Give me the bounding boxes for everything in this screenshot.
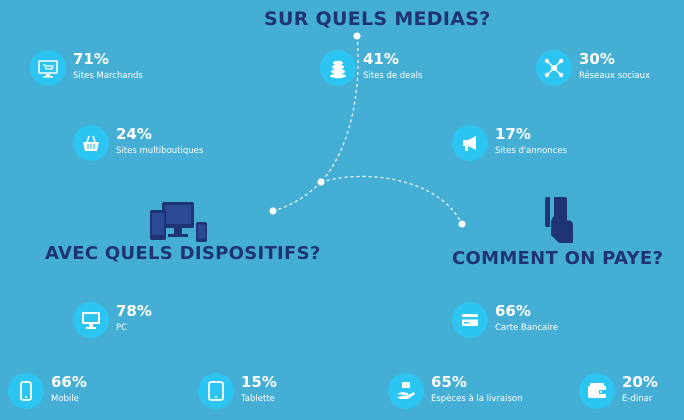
stat-percent: 66% xyxy=(495,302,531,320)
stat-label: Sites d'annonces xyxy=(495,146,568,156)
network-icon xyxy=(536,50,572,86)
connector-center-to-payment xyxy=(320,175,463,225)
stat-percent: 66% xyxy=(51,373,87,391)
stat-label: Réseaux sociaux xyxy=(579,71,651,81)
connector-dot-right xyxy=(458,220,466,228)
connector-dot-left xyxy=(269,207,277,215)
connector-dot-top xyxy=(353,32,361,40)
desktop-icon xyxy=(73,302,109,338)
wallet-icon xyxy=(579,373,615,409)
stat-sites-de-deals: 41% Sites de deals xyxy=(320,50,422,86)
stat-mobile: 66% Mobile xyxy=(8,373,87,409)
smartphone-icon xyxy=(8,373,44,409)
stat-especes-livraison: 65% Espèces à la livraison xyxy=(388,373,522,409)
stat-tablette: 15% Tablette xyxy=(198,373,277,409)
basket-icon xyxy=(73,125,109,161)
stat-label: Carte Bancaire xyxy=(495,323,559,333)
stat-label: Mobile xyxy=(51,394,79,404)
stat-label: Sites multiboutiques xyxy=(116,146,204,156)
connector-center-to-devices xyxy=(272,181,322,212)
stat-percent: 24% xyxy=(116,125,152,143)
stat-label: Sites Marchands xyxy=(73,71,143,81)
cash-hand-icon xyxy=(388,373,424,409)
card-icon xyxy=(452,302,488,338)
stat-label: Tablette xyxy=(241,394,275,404)
stat-label: PC xyxy=(116,323,128,333)
stat-percent: 15% xyxy=(241,373,277,391)
stat-label: Sites de deals xyxy=(363,71,423,81)
stat-percent: 65% xyxy=(431,373,467,391)
heading-medias: SUR QUELS MEDIAS? xyxy=(264,8,491,30)
stat-percent: 78% xyxy=(116,302,152,320)
coin-stack-icon xyxy=(320,50,356,86)
heading-payment: COMMENT ON PAYE? xyxy=(452,248,664,269)
heading-devices: AVEC QUELS DISPOSITIFS? xyxy=(45,243,321,264)
stat-sites-marchands: 71% Sites Marchands xyxy=(30,50,143,86)
stat-sites-annonces: 17% Sites d'annonces xyxy=(452,125,567,161)
stat-sites-multiboutiques: 24% Sites multiboutiques xyxy=(73,125,203,161)
megaphone-icon xyxy=(452,125,488,161)
stat-percent: 41% xyxy=(363,50,399,68)
devices-illustration-icon xyxy=(150,202,207,242)
stat-percent: 17% xyxy=(495,125,531,143)
connector-medias-to-center xyxy=(320,35,359,183)
stat-percent: 20% xyxy=(622,373,658,391)
card-hand-illustration-icon xyxy=(545,197,573,243)
connector-dot-center xyxy=(317,178,325,186)
shop-screen-icon xyxy=(30,50,66,86)
stat-label: E-dinar xyxy=(622,394,653,404)
stat-carte-bancaire: 66% Carte Bancaire xyxy=(452,302,558,338)
stat-label: Espèces à la livraison xyxy=(431,394,523,404)
stat-percent: 71% xyxy=(73,50,109,68)
stat-e-dinar: 20% E-dinar xyxy=(579,373,658,409)
stat-percent: 30% xyxy=(579,50,615,68)
stat-pc: 78% PC xyxy=(73,302,152,338)
tablet-icon xyxy=(198,373,234,409)
stat-reseaux-sociaux: 30% Réseaux sociaux xyxy=(536,50,650,86)
